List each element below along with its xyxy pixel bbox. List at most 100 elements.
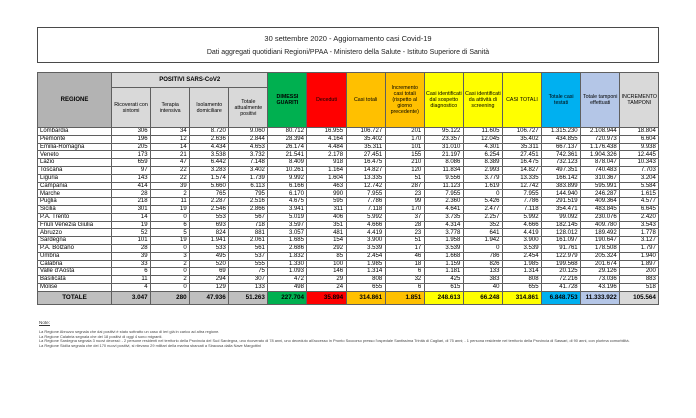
data-cell: 33: [110, 259, 152, 269]
data-cell: 3.732: [228, 150, 269, 160]
data-cell: 0: [150, 243, 191, 253]
data-cell: 918: [306, 158, 347, 167]
data-cell: 567: [228, 212, 269, 222]
data-cell: 740.483: [580, 165, 621, 175]
data-cell: 2.454: [501, 251, 543, 261]
data-cell: 732.123: [541, 158, 582, 167]
data-cell: 1.314: [345, 267, 386, 277]
data-cell: 11.605: [462, 127, 503, 136]
data-cell: 555: [228, 259, 269, 269]
data-cell: 6: [384, 267, 425, 277]
data-cell: 6: [384, 282, 425, 292]
data-cell: 553: [189, 212, 230, 222]
region-name: Marche: [37, 189, 112, 199]
data-cell: 6: [150, 220, 191, 230]
data-cell: 2: [150, 259, 191, 269]
data-cell: 106.727: [501, 127, 543, 136]
data-cell: 3.900: [345, 236, 386, 245]
totals-cell: 227.704: [267, 290, 308, 306]
table-row: Sardegna 101 19 1.941 2.061 1.685 154 3.900 51 1.…: [37, 236, 660, 245]
data-cell: 383.899: [541, 181, 582, 191]
data-cell: 3.127: [619, 236, 660, 245]
data-cell: 409.780: [580, 220, 621, 230]
data-cell: 14.827: [345, 165, 386, 175]
data-cell: 230.076: [580, 212, 621, 222]
data-cell: 51: [384, 236, 425, 245]
data-cell: 7.118: [345, 204, 386, 214]
table-row: Calabria 33 2 520 555 1.330 100 1.985 18 1.159 826…: [37, 259, 660, 269]
table-body: Lombardia 306 34 8.720 9.060 80.712 16.955 106.…: [37, 127, 660, 292]
region-name: Lazio: [37, 158, 112, 167]
data-cell: 47: [150, 158, 191, 167]
data-cell: 1.176.438: [580, 142, 621, 152]
data-cell: 189.492: [580, 228, 621, 238]
data-cell: 106.727: [345, 127, 386, 136]
col-header-screening: Casi identificati da attività di screeni…: [462, 72, 503, 128]
data-cell: 12.445: [619, 150, 660, 160]
data-cell: 170: [384, 204, 425, 214]
data-cell: 1.314: [501, 267, 543, 277]
data-cell: 28.394: [267, 134, 308, 144]
totals-cell: 248.613: [423, 290, 464, 306]
data-cell: 533: [189, 243, 230, 253]
totals-cell: 51.263: [228, 290, 269, 306]
data-cell: 1.985: [501, 259, 543, 269]
data-cell: 101: [110, 236, 152, 245]
data-cell: 2.844: [228, 134, 269, 144]
data-cell: 2.866: [228, 204, 269, 214]
data-cell: 1.164: [306, 165, 347, 175]
totals-cell: 47.936: [189, 290, 230, 306]
data-cell: 414: [110, 181, 152, 191]
totals-cell: 314.861: [345, 290, 386, 306]
data-cell: 351: [306, 220, 347, 230]
data-cell: 99: [384, 197, 425, 206]
data-cell: 287: [384, 181, 425, 191]
data-cell: 31.010: [423, 142, 464, 152]
data-cell: 310.367: [580, 173, 621, 183]
data-cell: 1.940: [619, 251, 660, 261]
data-cell: 881: [228, 228, 269, 238]
data-cell: 2.454: [345, 251, 386, 261]
region-name: Sicilia: [37, 204, 112, 214]
data-cell: 26.174: [267, 142, 308, 152]
data-cell: 34: [150, 127, 191, 136]
data-cell: 655: [501, 282, 543, 292]
col-header-sospetto-diagnostico: Casi identificati dal sospetto diagnosti…: [423, 72, 464, 128]
data-cell: 294: [189, 275, 230, 284]
col-header-isolamento: Isolamento domiciliare: [189, 87, 230, 128]
data-cell: 41.728: [541, 282, 582, 292]
data-cell: 4.577: [619, 197, 660, 206]
data-cell: 11.123: [423, 181, 464, 191]
data-cell: 178.508: [580, 243, 621, 253]
data-cell: 4.675: [267, 197, 308, 206]
data-cell: 146: [306, 267, 347, 277]
table-row: Lombardia 306 34 8.720 9.060 80.712 16.955 106.…: [37, 127, 660, 136]
data-cell: 19: [110, 220, 152, 230]
data-cell: 1.985: [345, 259, 386, 269]
table-row: Piemonte 196 12 2.636 2.844 28.394 4.164 35.402…: [37, 134, 660, 144]
data-cell: 3.539: [501, 243, 543, 253]
data-cell: 434.855: [541, 134, 582, 144]
data-cell: 52: [110, 228, 152, 238]
data-cell: 16.475: [345, 158, 386, 167]
data-cell: 4.653: [228, 142, 269, 152]
data-cell: 22: [150, 165, 191, 175]
data-cell: 354.471: [541, 204, 582, 214]
data-cell: 23: [384, 228, 425, 238]
data-cell: 16.475: [501, 158, 543, 167]
data-cell: 133: [228, 282, 269, 292]
region-name: Basilicata: [37, 275, 112, 284]
data-cell: 73.036: [580, 275, 621, 284]
data-cell: 122.979: [541, 251, 582, 261]
data-cell: 7.786: [345, 197, 386, 206]
table-row: Valle d'Aosta 6 0 69 75 1.093 146 1.314 6 1.181 13…: [37, 267, 660, 277]
totals-cell: 11.333.922: [580, 290, 621, 306]
data-cell: 2.257: [462, 212, 503, 222]
table-row: Umbria 39 3 495 537 1.832 85 2.454 46 1.668 786 2.4…: [37, 251, 660, 261]
region-name: Veneto: [37, 150, 112, 160]
data-cell: 3.539: [345, 243, 386, 253]
data-cell: 75: [228, 267, 269, 277]
col-header-terapia-intensiva: Terapia intensiva: [150, 87, 191, 128]
region-name: Puglia: [37, 197, 112, 206]
